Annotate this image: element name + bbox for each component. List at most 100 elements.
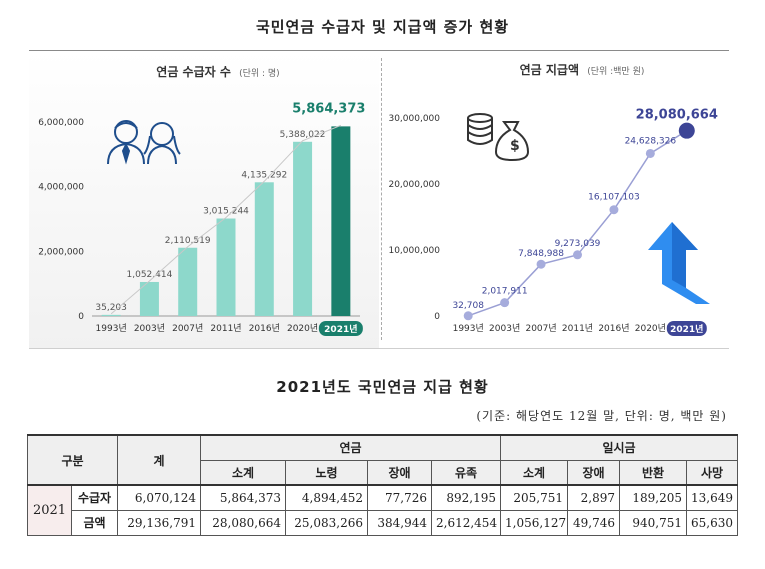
svg-text:연금 지급액 (단위 :백만 원): 연금 지급액 (단위 :백만 원)	[520, 62, 645, 77]
chart-divider	[381, 58, 382, 340]
people-icon	[107, 120, 181, 165]
subheader: 사망	[686, 459, 739, 486]
svg-text:$: $	[510, 138, 520, 154]
subheader: 반환	[619, 459, 688, 486]
table-cell: 892,195	[430, 484, 502, 511]
y-tick-label: 4,000,000	[38, 183, 84, 193]
header-total: 계	[117, 434, 201, 486]
data-point	[500, 298, 510, 308]
highlight-category-badge	[318, 321, 363, 336]
data-label-highlight: 5,864,373	[292, 101, 365, 116]
data-label: 9,273,039	[555, 239, 601, 249]
table-basis-note: (기준: 해당연도 12월 말, 단위: 명, 백만 원)	[476, 409, 727, 423]
table-cell: 205,751	[500, 484, 569, 511]
data-label: 7,848,988	[518, 249, 564, 259]
top-divider	[29, 50, 729, 51]
table-cell: 13,649	[686, 484, 739, 511]
year-cell: 2021	[27, 484, 72, 536]
y-tick-label: 30,000,000	[388, 114, 440, 124]
bar-chart: 0 2,000,000 4,000,000 6,000,000 1993년 35,203 2…	[38, 101, 365, 336]
data-point	[536, 259, 546, 269]
table-cell: 5,864,373	[200, 484, 286, 511]
header-category: 구분	[27, 434, 118, 486]
table-cell: 4,894,452	[285, 484, 368, 511]
x-tick-label: 2007년	[525, 323, 556, 334]
bar	[331, 126, 351, 316]
left-chart-panel	[29, 51, 379, 348]
x-tick-label: 2003년	[489, 323, 520, 334]
data-label: 3,015,244	[203, 207, 249, 217]
highlight-category-badge	[666, 321, 707, 336]
table-cell: 384,944	[367, 509, 432, 536]
x-tick-label: 2011년	[210, 323, 241, 334]
subheader: 노령	[285, 459, 368, 486]
line-chart: 0 10,000,000 20,000,000 30,000,000 1993년 32,7…	[388, 108, 718, 336]
x-tick-label: 2020년	[635, 323, 666, 334]
bar	[178, 247, 198, 316]
data-label: 35,203	[95, 303, 127, 313]
table-row: 2021 수급자 6,070,124 5,864,373 4,894,452 7…	[27, 484, 739, 536]
x-tick-label: 2016년	[249, 323, 280, 334]
cell-total: 29,136,791	[117, 509, 201, 536]
header-lump-sum-group: 일시금	[500, 434, 739, 461]
cell-total: 6,070,124	[117, 484, 201, 511]
subheader: 장애	[567, 459, 621, 486]
table-cell: 49,746	[567, 509, 621, 536]
x-tick-label: 2021년	[670, 323, 703, 335]
line-chart-title: 연금 지급액	[520, 62, 579, 77]
x-tick-label: 2007년	[172, 323, 203, 334]
table-cell: 28,080,664	[200, 509, 286, 536]
subheader: 소계	[500, 459, 569, 486]
y-tick-label: 0	[78, 312, 84, 322]
data-label: 5,388,022	[280, 130, 326, 140]
table-cell: 65,630	[686, 509, 739, 536]
subheader: 소계	[200, 459, 286, 486]
bar	[216, 218, 236, 316]
bar	[101, 314, 121, 316]
x-tick-label: 2021년	[324, 323, 357, 335]
table-cell: 1,056,127	[500, 509, 569, 536]
data-label: 4,135,292	[241, 170, 287, 180]
y-tick-label: 6,000,000	[38, 118, 84, 128]
svg-text:연금 수급자 수 (단위 : 명): 연금 수급자 수 (단위 : 명)	[156, 64, 279, 79]
data-label: 16,107,103	[588, 193, 640, 203]
x-tick-label: 2020년	[287, 323, 318, 334]
subheader: 유족	[430, 459, 502, 486]
table-cell: 25,083,266	[285, 509, 368, 536]
y-tick-label: 2,000,000	[38, 247, 84, 257]
coins-money-bag-icon: $	[467, 113, 530, 162]
x-tick-label: 2003년	[134, 323, 165, 334]
data-point	[573, 250, 582, 260]
table-row: 금액 29,136,791 28,080,664 25,083,266 384,…	[28, 509, 739, 536]
data-label: 32,708	[452, 301, 484, 311]
data-label: 1,052,414	[127, 270, 173, 280]
data-label: 24,628,326	[625, 136, 677, 146]
y-tick-label: 0	[434, 312, 440, 322]
table-cell: 940,751	[619, 509, 688, 536]
bar-chart-unit: (단위 : 명)	[239, 68, 280, 79]
data-point-highlight	[678, 122, 695, 139]
x-tick-label: 2016년	[598, 323, 629, 334]
bar	[139, 281, 159, 316]
trend-line	[110, 124, 342, 315]
y-tick-label: 20,000,000	[388, 180, 440, 190]
table-cell: 77,726	[367, 484, 432, 511]
bar	[293, 141, 313, 316]
data-point	[609, 205, 619, 215]
growth-arrow-icon	[648, 222, 710, 304]
line-chart-unit: (단위 :백만 원)	[587, 66, 644, 77]
table-cell: 2,612,454	[430, 509, 502, 536]
data-label-highlight: 28,080,664	[636, 108, 718, 123]
charts-canvas: 연금 수급자 수 (단위 : 명) 연금 지급액 (단위 :백만 원) $ 0 2…	[38, 62, 718, 336]
data-label: 2,017,911	[482, 287, 528, 297]
data-label: 2,110,519	[165, 236, 211, 246]
page-title: 국민연금 수급자 및 지급액 증가 현황	[255, 18, 510, 36]
x-tick-label: 1993년	[453, 323, 484, 334]
subheader: 장애	[367, 459, 432, 486]
bar	[254, 182, 274, 316]
bottom-divider	[29, 348, 729, 349]
x-tick-label: 1993년	[96, 323, 127, 334]
table-title: 2021년도 국민연금 지급 현황	[276, 378, 489, 396]
table-cell: 189,205	[619, 484, 688, 511]
data-point	[463, 311, 473, 321]
